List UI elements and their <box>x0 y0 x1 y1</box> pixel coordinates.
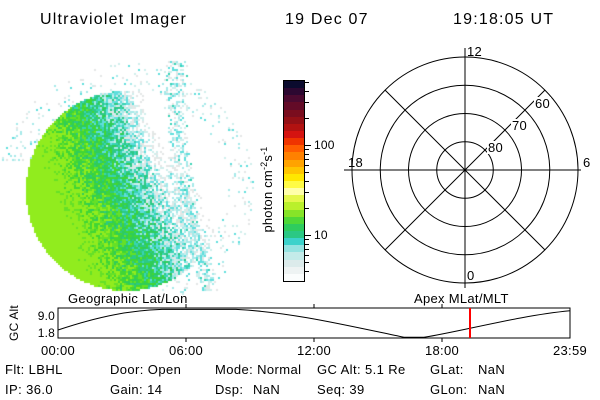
colorbar <box>283 80 305 282</box>
colorbar-segment <box>284 159 304 167</box>
lat-label-70: 70 <box>511 118 529 133</box>
colorbar-minor-tick <box>305 159 309 160</box>
colorbar-segment <box>284 209 304 217</box>
xtick-1800: 18:00 <box>424 343 460 358</box>
colorbar-segment <box>284 180 304 189</box>
colorbar-segment <box>284 259 304 267</box>
colorbar-minor-tick <box>305 181 309 182</box>
mlt-label-12: 12 <box>467 44 483 59</box>
colorbar-unit-label: photon cm-2s-1 <box>258 146 276 233</box>
colorbar-segment <box>284 238 304 246</box>
header-date: 19 Dec 07 <box>285 11 369 28</box>
status-dsp-value: NaN <box>253 382 281 397</box>
colorbar-segment <box>284 138 304 146</box>
colorbar-segment <box>284 130 304 139</box>
status-glat-value: NaN <box>478 362 506 377</box>
colorbar-tick-label: 100 <box>314 138 335 152</box>
uvi-earth-image <box>0 45 270 295</box>
colorbar-segment <box>284 230 304 239</box>
xtick-0000: 00:00 <box>40 343 76 358</box>
colorbar-minor-tick <box>305 82 309 83</box>
colorbar-minor-tick <box>305 192 309 193</box>
status-ip: IP: 36.0 <box>5 382 54 397</box>
colorbar-segment <box>284 223 304 231</box>
status-door: Door: Open <box>110 362 182 377</box>
colorbar-segment <box>284 166 304 174</box>
ytick-9: 9.0 <box>37 309 55 323</box>
status-glat-label: GLat: <box>430 362 464 377</box>
ytick-1-8: 1.8 <box>37 326 55 340</box>
colorbar-segment <box>284 109 304 117</box>
polar-dial <box>344 48 581 288</box>
colorbar-major-tick <box>305 145 311 146</box>
colorbar-segment <box>284 152 304 160</box>
spoke-diag-2 <box>384 89 546 251</box>
colorbar-segment <box>284 123 304 131</box>
xtick-1200: 12:00 <box>296 343 332 358</box>
status-gc-alt: GC Alt: 5.1 Re <box>317 362 406 377</box>
colorbar-minor-tick <box>305 255 309 256</box>
status-glon-label: GLon: <box>430 382 468 397</box>
colorbar-segment <box>284 116 304 124</box>
colorbar-major-tick <box>305 235 311 236</box>
mlt-label-6: 6 <box>583 155 591 170</box>
colorbar-segment <box>284 266 304 274</box>
status-dsp-label: Dsp: <box>215 382 244 397</box>
gc-alt-curve <box>57 308 571 338</box>
colorbar-minor-tick <box>305 172 309 173</box>
colorbar-minor-tick <box>305 249 309 250</box>
colorbar-segment <box>284 273 304 281</box>
colorbar-segment <box>284 188 304 196</box>
lat-label-80: 80 <box>487 140 505 155</box>
lat-label-60: 60 <box>534 96 552 111</box>
colorbar-segment <box>284 202 304 210</box>
colorbar-minor-tick <box>305 262 309 263</box>
colorbar-segment <box>284 252 304 260</box>
colorbar-segment <box>284 195 304 203</box>
status-gain: Gain: 14 <box>110 382 163 397</box>
colorbar-minor-tick <box>305 239 309 240</box>
timeline-ylabel: GC Alt <box>7 305 21 341</box>
timeline-right-title: Apex MLat/MLT <box>414 291 509 306</box>
colorbar-minor-tick <box>305 208 309 209</box>
status-seq: Seq: 39 <box>317 382 365 397</box>
page-title: Ultraviolet Imager <box>40 11 187 28</box>
xtick-2359: 23:59 <box>552 343 588 358</box>
colorbar-segment <box>284 173 304 181</box>
colorbar-segment <box>284 88 304 96</box>
colorbar-segment <box>284 81 304 89</box>
mlt-label-18: 18 <box>348 155 364 170</box>
colorbar-segment <box>284 95 304 103</box>
colorbar-tick-label: 10 <box>314 228 328 242</box>
timeline-axis-ticks <box>185 304 443 342</box>
timeline-plot <box>57 304 571 342</box>
colorbar-minor-tick <box>305 244 309 245</box>
colorbar-minor-tick <box>305 102 309 103</box>
colorbar-segment <box>284 245 304 253</box>
colorbar-minor-tick <box>305 271 309 272</box>
timeline-left-title: Geographic Lat/Lon <box>68 291 188 306</box>
xtick-0600: 06:00 <box>168 343 204 358</box>
colorbar-minor-tick <box>305 149 309 150</box>
status-mode: Mode: Normal <box>215 362 302 377</box>
colorbar-segment <box>284 216 304 224</box>
status-glon-value: NaN <box>478 382 506 397</box>
mlt-label-0: 0 <box>467 268 475 283</box>
colorbar-segment <box>284 145 304 153</box>
colorbar-minor-tick <box>305 154 309 155</box>
header-time: 19:18:05 UT <box>453 11 555 28</box>
status-flt: Flt: LBHL <box>5 362 63 377</box>
colorbar-minor-tick <box>305 91 309 92</box>
colorbar-segment <box>284 102 304 110</box>
colorbar-minor-tick <box>305 118 309 119</box>
colorbar-minor-tick <box>305 165 309 166</box>
